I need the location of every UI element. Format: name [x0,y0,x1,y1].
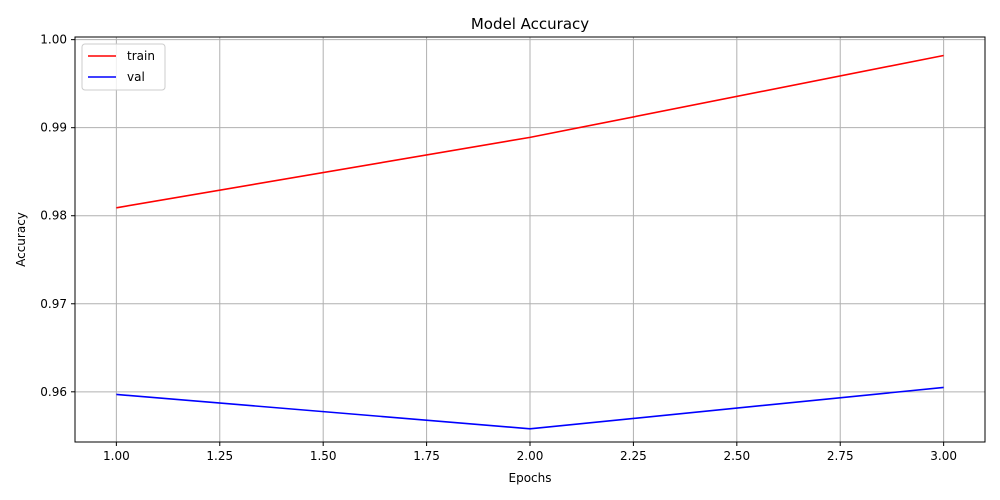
legend: train val [81,43,166,91]
x-tick-label: 1.00 [103,449,130,463]
x-tick-label: 2.25 [620,449,647,463]
x-tick-label: 3.00 [930,449,957,463]
series-line-train [116,54,944,209]
y-tick-label: 0.97 [40,297,67,311]
y-tick-label: 0.99 [40,121,67,135]
legend-label-train: train [127,49,155,63]
x-tick-label: 2.50 [723,449,750,463]
series-line-val [116,386,944,430]
x-tick-label: 2.75 [827,449,854,463]
y-axis-title: Accuracy [14,212,28,267]
x-tick-label: 1.25 [206,449,233,463]
x-tick-label: 1.75 [413,449,440,463]
y-tick-label: 0.96 [40,385,67,399]
grid-lines [75,37,985,442]
x-tick-label: 1.50 [310,449,337,463]
x-axis-title: Epochs [509,471,552,485]
series-lines [116,54,944,430]
y-axis-ticks: 0.96 0.97 0.98 0.99 1.00 [40,33,75,399]
chart-title: Model Accuracy [471,15,589,33]
x-tick-label: 2.00 [517,449,544,463]
y-tick-label: 1.00 [40,33,67,47]
y-tick-label: 0.98 [40,209,67,223]
x-axis-ticks: 1.00 1.25 1.50 1.75 2.00 2.25 2.50 2.75 3.00 [103,442,957,463]
legend-label-val: val [127,70,145,84]
